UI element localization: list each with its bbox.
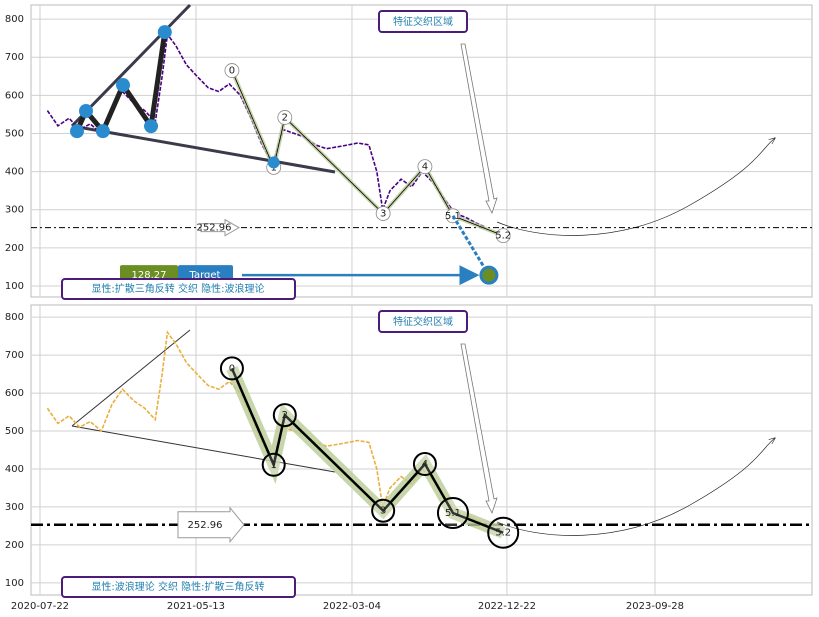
wave-dot <box>267 156 280 169</box>
x-tick-label: 2022-03-04 <box>323 601 381 612</box>
y-tick-label: 200 <box>5 540 24 551</box>
fan-upper <box>71 329 191 427</box>
wave-label: 2 <box>282 410 288 421</box>
y-tick-label: 700 <box>5 350 24 361</box>
plot-frame <box>30 304 813 596</box>
wave-point <box>495 228 511 244</box>
y-tick-label: 800 <box>5 312 24 323</box>
zone-label-box <box>378 10 468 33</box>
wave-label: 4 <box>422 162 428 173</box>
triangle-point <box>144 119 159 134</box>
x-tick-label: 2021-05-13 <box>167 601 225 612</box>
fan-lower <box>71 124 336 174</box>
wave-label: 2 <box>282 112 288 123</box>
triangle-point <box>95 124 110 139</box>
y-tick-label: 800 <box>5 14 24 25</box>
triangle-point <box>116 78 131 93</box>
wave-point <box>375 206 391 221</box>
wave-label: 5.2 <box>495 528 511 539</box>
y-tick-label: 100 <box>5 578 24 589</box>
zone-label: 特征交织区域 <box>393 15 453 28</box>
wave-point <box>417 159 433 175</box>
y-tick-label: 500 <box>5 426 24 437</box>
wave-point <box>261 452 286 477</box>
wave-label: 4 <box>422 459 428 470</box>
zone-arrow <box>460 43 498 215</box>
wave-point <box>487 516 520 549</box>
y-tick-label: 400 <box>5 464 24 475</box>
wave-line <box>230 367 504 534</box>
y-tick-label: 200 <box>5 243 24 254</box>
caption: 显性:波浪理论 交织 隐性:扩散三角反转 <box>91 580 264 593</box>
y-tick-label: 500 <box>5 128 24 139</box>
y-tick-label: 100 <box>5 281 24 292</box>
level-label: 252.96 <box>197 223 232 234</box>
level-label: 252.96 <box>188 520 223 531</box>
projection-curve <box>496 138 775 236</box>
wave-point <box>412 452 437 477</box>
y-tick-label: 300 <box>5 205 24 216</box>
triangle-point <box>70 124 85 139</box>
wave-point <box>219 356 244 381</box>
wave-point <box>436 497 469 530</box>
triangle-point <box>78 103 93 118</box>
wave-label: 3 <box>380 209 386 220</box>
wave-point <box>224 63 240 78</box>
wave-point <box>371 498 396 523</box>
zone-label: 特征交织区域 <box>393 315 453 328</box>
triangle-point <box>157 25 172 40</box>
target-value: 128.27 <box>132 270 167 281</box>
x-tick-label: 2020-07-22 <box>11 601 69 612</box>
y-tick-label: 600 <box>5 90 24 101</box>
wave-label: 0 <box>229 363 235 374</box>
target-label: Target <box>189 270 221 281</box>
wave-label: 3 <box>380 506 386 517</box>
caption-box <box>61 278 296 300</box>
wave-point <box>272 403 297 428</box>
level-label-box <box>177 506 245 544</box>
wave-label: 5.2 <box>495 231 511 242</box>
zone-arrow <box>460 343 498 515</box>
y-tick-label: 700 <box>5 52 24 63</box>
level-label-box <box>200 218 241 237</box>
projection-curve <box>496 438 775 536</box>
y-tick-label: 300 <box>5 502 24 513</box>
y-tick-label: 400 <box>5 167 24 178</box>
x-tick-label: 2022-12-22 <box>478 601 536 612</box>
wave-label: 0 <box>229 66 235 77</box>
fan-lower <box>71 425 336 473</box>
caption: 显性:扩散三角反转 交织 隐性:波浪理论 <box>91 282 264 295</box>
target-path <box>451 215 491 276</box>
wave-label: 1 <box>271 460 277 471</box>
y-tick-label: 600 <box>5 388 24 399</box>
x-tick-label: 2023-09-28 <box>626 601 684 612</box>
wave-point <box>277 110 293 125</box>
fan-upper <box>70 3 192 128</box>
caption-box <box>61 576 296 598</box>
zone-label-box <box>378 310 468 333</box>
target-point <box>479 265 499 285</box>
wave-label: 5.1 <box>445 508 461 519</box>
